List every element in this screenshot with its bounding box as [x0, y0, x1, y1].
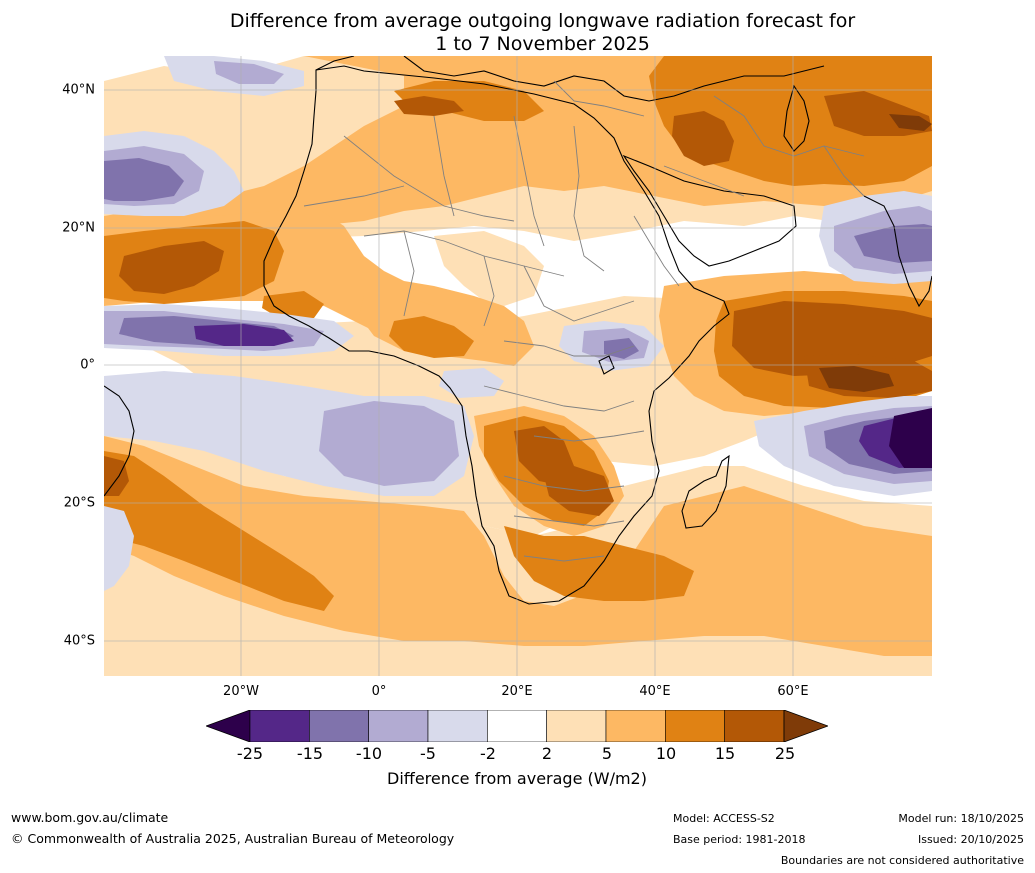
caspian-coastline: [783, 84, 810, 152]
colorbar-tick: 25: [774, 744, 796, 763]
colorbar-cell: [368, 710, 429, 742]
colorbar-tick: -25: [236, 744, 264, 763]
arabia-coastline: [622, 154, 797, 267]
madagascar-coastline: [681, 454, 730, 529]
colorbar-tick: 15: [714, 744, 736, 763]
colorbar-cell: [546, 710, 607, 742]
footer-model-run: Model run: 18/10/2025: [898, 812, 1024, 825]
lon-label-40e: 40°E: [639, 684, 671, 699]
colorbar: [206, 710, 828, 742]
africa-coastline: [263, 65, 730, 605]
colorbar-cell: [487, 710, 547, 742]
lat-label-20s: 20°S: [63, 495, 95, 511]
title-line-2: 1 to 7 November 2025: [435, 33, 650, 55]
olr-anomaly-map: [104, 56, 932, 676]
colorbar-cell: [427, 710, 488, 742]
europe-coastline: [315, 56, 825, 102]
lat-label-20n: 20°N: [62, 220, 95, 236]
lon-label-60e: 60°E: [777, 684, 809, 699]
colorbar-tick: -15: [296, 744, 324, 763]
lat-label-40s: 40°S: [63, 633, 95, 649]
footer-website: www.bom.gov.au/climate: [11, 810, 169, 825]
lake-victoria: [598, 355, 615, 375]
chart-title: Difference from average outgoing longwav…: [0, 10, 1035, 56]
south-america-coastline: [104, 385, 135, 497]
colorbar-label: Difference from average (W/m2): [387, 769, 647, 788]
colorbar-tick: 10: [655, 744, 677, 763]
lon-label-20e: 20°E: [501, 684, 533, 699]
colorbar-cell: [249, 710, 310, 742]
map-panel: [104, 56, 932, 676]
colorbar-cell: [605, 710, 666, 742]
colorbar-extend-low: [206, 710, 251, 742]
footer-disclaimer: Boundaries are not considered authoritat…: [780, 854, 1024, 867]
india-coastline: [863, 195, 932, 308]
footer-model: Model: ACCESS-S2: [673, 812, 775, 825]
lon-label-0: 0°: [371, 684, 387, 699]
footer-issued: Issued: 20/10/2025: [917, 833, 1024, 846]
coastlines: [104, 56, 932, 605]
colorbar-tick: -5: [420, 744, 436, 763]
anomaly-above-25: [819, 114, 932, 392]
lat-label-40n: 40°N: [62, 82, 95, 98]
colorbar-cell: [665, 710, 725, 742]
lat-label-0: 0°: [80, 357, 95, 373]
colorbar-extend-high: [783, 710, 828, 742]
colorbar-tick: 2: [541, 744, 553, 763]
colorbar-tick: -2: [480, 744, 496, 763]
country-borders: [303, 80, 865, 562]
colorbar-cell: [309, 710, 369, 742]
colorbar-tick: -10: [355, 744, 383, 763]
footer-copyright: © Commonwealth of Australia 2025, Austra…: [11, 831, 455, 846]
colorbar-tick: 5: [601, 744, 613, 763]
anomaly-below-minus-25: [889, 408, 932, 468]
colorbar-cell: [724, 710, 785, 742]
lon-label-20w: 20°W: [223, 684, 259, 699]
graticule: [104, 56, 932, 676]
title-line-1: Difference from average outgoing longwav…: [229, 10, 856, 32]
footer-base-period: Base period: 1981-2018: [673, 833, 806, 846]
